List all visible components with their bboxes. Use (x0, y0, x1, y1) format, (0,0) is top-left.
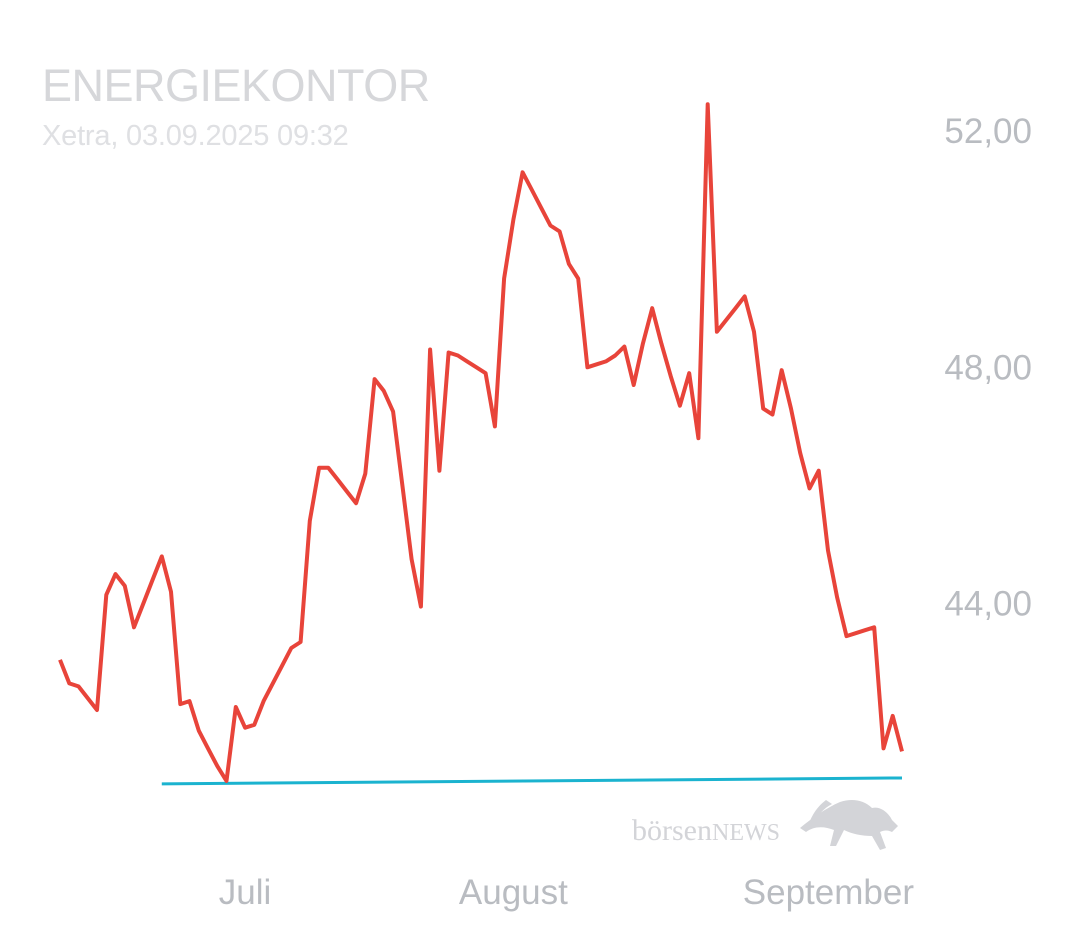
price-line (58, 102, 904, 783)
x-tick-label: September (743, 873, 915, 912)
y-tick-label: 52,00 (944, 112, 1032, 151)
bull-icon (800, 800, 898, 850)
y-axis-ticks: 44,00 48,00 52,00 (944, 112, 1032, 624)
stock-title: ENERGIEKONTOR (42, 60, 430, 111)
watermark-logo: börsenNEWS (632, 800, 898, 850)
x-axis-ticks: Juli August September (219, 873, 915, 912)
watermark-text-suffix: NEWS (712, 820, 780, 846)
watermark-text: börsenNEWS (632, 814, 780, 847)
watermark-text-prefix: börsen (632, 814, 712, 847)
x-tick-label: August (459, 873, 568, 912)
y-tick-label: 44,00 (944, 585, 1032, 624)
x-tick-label: Juli (219, 873, 272, 912)
exchange-timestamp: Xetra, 03.09.2025 09:32 (42, 120, 349, 152)
y-tick-label: 48,00 (944, 348, 1032, 387)
baseline-line (161, 776, 903, 786)
